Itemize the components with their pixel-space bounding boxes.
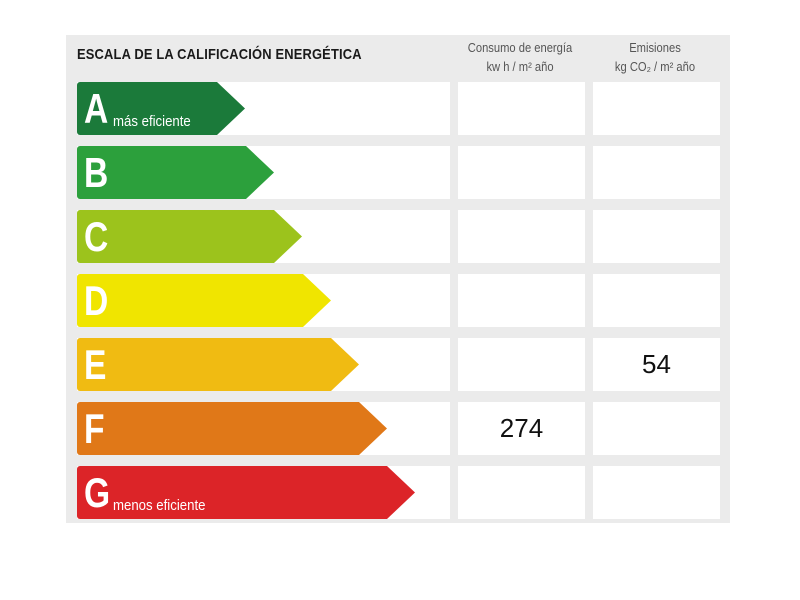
emissions-header: Emisiones kg CO₂ / m² año xyxy=(595,38,715,76)
consumption-value xyxy=(458,210,585,263)
rating-arrow: B xyxy=(77,146,274,199)
rating-description: más eficiente xyxy=(113,113,191,130)
emissions-value xyxy=(593,82,720,135)
rating-arrow: E xyxy=(77,338,359,391)
emissions-value xyxy=(593,466,720,519)
consumption-header: Consumo de energía kw h / m² año xyxy=(460,38,580,76)
rating-arrow: F xyxy=(77,402,387,455)
rating-arrow: G menos eficiente xyxy=(77,466,415,519)
consumption-value xyxy=(458,466,585,519)
consumption-header-title: Consumo de energía xyxy=(467,40,573,55)
emissions-value xyxy=(593,146,720,199)
rating-description: menos eficiente xyxy=(113,497,206,514)
label-title: ESCALA DE LA CALIFICACIÓN ENERGÉTICA xyxy=(77,46,362,63)
rating-letter: D xyxy=(84,277,109,324)
emissions-header-unit: kg CO₂ / m² año xyxy=(614,59,696,74)
rating-letter: G xyxy=(84,469,111,516)
rating-letter: C xyxy=(84,213,109,260)
consumption-value: 274 xyxy=(458,402,585,455)
consumption-header-unit: kw h / m² año xyxy=(486,59,554,74)
rating-letter: F xyxy=(84,405,105,452)
consumption-value xyxy=(458,274,585,327)
consumption-value xyxy=(458,146,585,199)
rating-arrow: C xyxy=(77,210,302,263)
consumption-value xyxy=(458,82,585,135)
rating-letter: B xyxy=(84,149,109,196)
rating-arrow: A más eficiente xyxy=(77,82,245,135)
emissions-value xyxy=(593,274,720,327)
rating-arrow: D xyxy=(77,274,331,327)
consumption-value xyxy=(458,338,585,391)
emissions-value xyxy=(593,402,720,455)
emissions-value xyxy=(593,210,720,263)
rating-letter: A xyxy=(84,85,109,132)
emissions-header-title: Emisiones xyxy=(629,40,681,55)
rating-letter: E xyxy=(84,341,107,388)
emissions-value: 54 xyxy=(593,338,720,391)
